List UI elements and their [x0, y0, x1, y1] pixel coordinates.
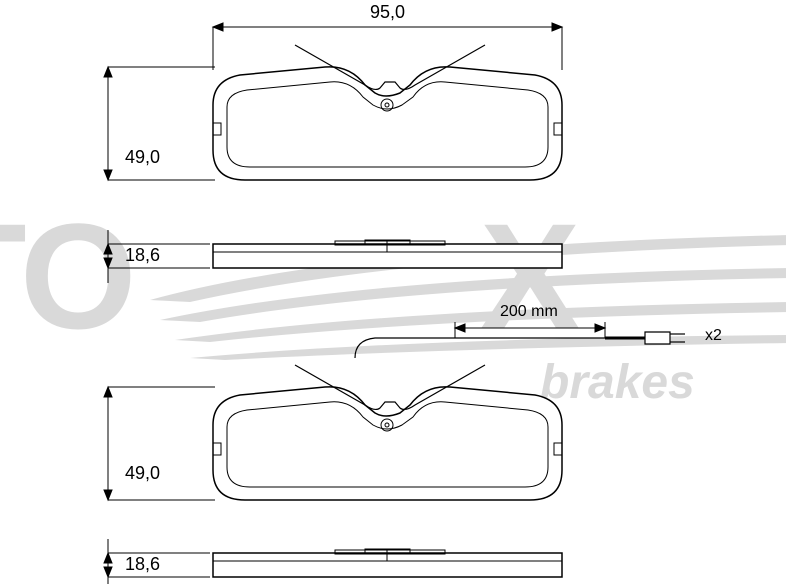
- dim-height-top-label: 49,0: [125, 147, 160, 168]
- dim-thick-bottom-label: 18,6: [125, 554, 160, 575]
- dim-wire-qty-label: x2: [705, 327, 722, 345]
- dim-height-bottom-label: 49,0: [125, 463, 160, 484]
- dim-line-height-bottom: [90, 382, 220, 512]
- dim-width-label: 95,0: [370, 2, 405, 23]
- dim-thick-top-label: 18,6: [125, 245, 160, 266]
- dim-wire-length-label: 200 mm: [500, 303, 558, 321]
- brake-pad-bottom-side: [205, 548, 575, 583]
- brake-pad-top-side: [205, 239, 575, 274]
- dim-line-height-top: [90, 62, 220, 192]
- brake-pad-top-clip: [280, 40, 500, 100]
- diagram-container: { "dimensions": { "width_label": "95,0",…: [0, 0, 786, 586]
